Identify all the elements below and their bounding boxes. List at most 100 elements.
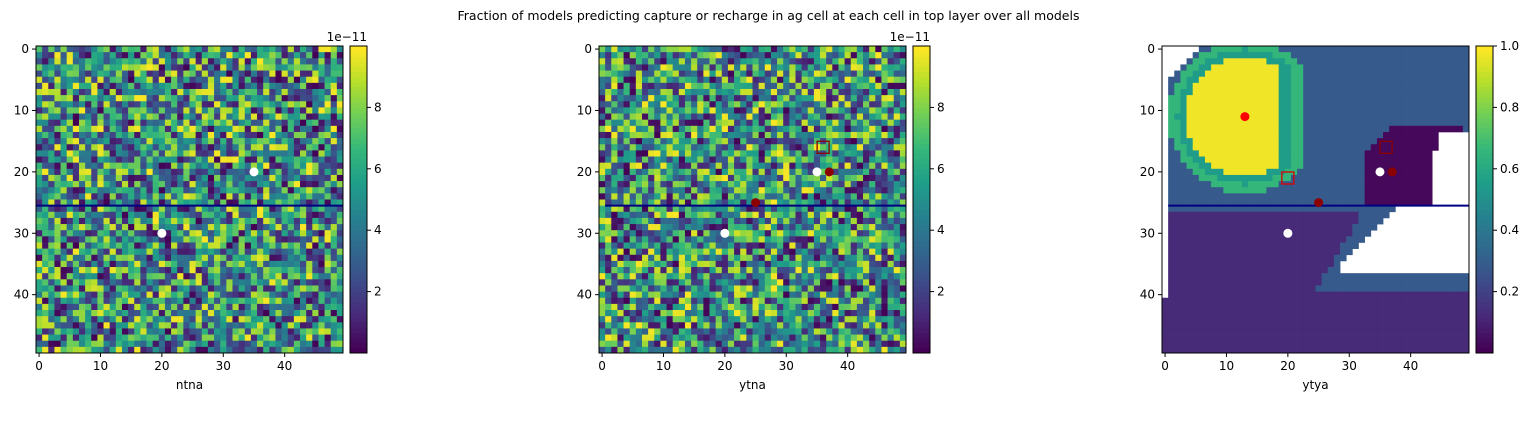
heatmap-cell bbox=[282, 89, 288, 95]
heatmap-cell bbox=[759, 52, 765, 58]
heatmap-cell bbox=[269, 304, 275, 310]
heatmap-cell bbox=[802, 261, 808, 267]
heatmap-cell bbox=[660, 169, 666, 175]
heatmap-cell bbox=[325, 181, 331, 187]
heatmap-cell bbox=[648, 114, 654, 120]
heatmap-cell bbox=[630, 150, 636, 156]
heatmap-cell bbox=[190, 150, 196, 156]
heatmap-cell bbox=[660, 132, 666, 138]
heatmap-cell bbox=[648, 267, 654, 273]
heatmap-cell bbox=[48, 304, 54, 310]
heatmap-cell bbox=[226, 126, 232, 132]
heatmap-cell bbox=[900, 322, 906, 328]
heatmap-cell bbox=[845, 249, 851, 255]
heatmap-cell bbox=[153, 144, 159, 150]
heatmap-cell bbox=[61, 310, 67, 316]
heatmap-cell bbox=[85, 322, 91, 328]
heatmap-cell bbox=[245, 126, 251, 132]
heatmap-cell bbox=[826, 126, 832, 132]
heatmap-cell bbox=[257, 64, 263, 70]
heatmap-cell bbox=[122, 224, 128, 230]
heatmap-cell bbox=[128, 64, 134, 70]
heatmap-cell bbox=[605, 304, 611, 310]
heatmap-cell bbox=[312, 310, 318, 316]
heatmap-cell bbox=[288, 89, 294, 95]
heatmap-cell bbox=[667, 58, 673, 64]
heatmap-cell bbox=[710, 292, 716, 298]
heatmap-cell bbox=[728, 267, 734, 273]
heatmap-cell bbox=[288, 181, 294, 187]
heatmap-cell bbox=[331, 255, 337, 261]
heatmap-cell bbox=[257, 273, 263, 279]
heatmap-cell bbox=[171, 120, 177, 126]
heatmap-cell bbox=[300, 304, 306, 310]
heatmap-cell bbox=[239, 95, 245, 101]
heatmap-cell bbox=[845, 322, 851, 328]
heatmap-cell bbox=[140, 83, 146, 89]
heatmap-cell bbox=[802, 126, 808, 132]
heatmap-cell bbox=[318, 193, 324, 199]
heatmap-cell bbox=[685, 261, 691, 267]
heatmap-cell bbox=[269, 230, 275, 236]
heatmap-cell bbox=[48, 316, 54, 322]
heatmap-cell bbox=[648, 95, 654, 101]
heatmap-cell bbox=[660, 328, 666, 334]
heatmap-cell bbox=[202, 255, 208, 261]
heatmap-cell bbox=[73, 242, 79, 248]
heatmap-cell bbox=[153, 114, 159, 120]
heatmap-cell bbox=[275, 273, 281, 279]
heatmap-cell bbox=[306, 175, 312, 181]
heatmap-cell bbox=[832, 322, 838, 328]
heatmap-cell bbox=[679, 279, 685, 285]
heatmap-cell bbox=[624, 77, 630, 83]
heatmap-cell bbox=[239, 335, 245, 341]
heatmap-cell bbox=[73, 101, 79, 107]
heatmap-cell bbox=[814, 126, 820, 132]
heatmap-cell bbox=[697, 77, 703, 83]
heatmap-cell bbox=[282, 335, 288, 341]
heatmap-cell bbox=[294, 89, 300, 95]
heatmap-cell bbox=[740, 132, 746, 138]
heatmap-cell bbox=[110, 101, 116, 107]
heatmap-cell bbox=[611, 335, 617, 341]
heatmap-cell bbox=[85, 249, 91, 255]
heatmap-cell bbox=[894, 150, 900, 156]
heatmap-cell bbox=[85, 64, 91, 70]
heatmap-cell bbox=[605, 144, 611, 150]
heatmap-cell bbox=[642, 328, 648, 334]
heatmap-cell bbox=[42, 52, 48, 58]
heatmap-cell bbox=[226, 242, 232, 248]
heatmap-cell bbox=[165, 95, 171, 101]
heatmap-cell bbox=[239, 193, 245, 199]
heatmap-cell bbox=[140, 107, 146, 113]
heatmap-cell bbox=[759, 298, 765, 304]
heatmap-cell bbox=[122, 89, 128, 95]
heatmap-cell bbox=[679, 261, 685, 267]
heatmap-cell bbox=[196, 224, 202, 230]
heatmap-cell bbox=[294, 95, 300, 101]
heatmap-cell bbox=[777, 77, 783, 83]
heatmap-cell bbox=[306, 71, 312, 77]
heatmap-cell bbox=[245, 157, 251, 163]
heatmap-cell bbox=[851, 95, 857, 101]
heatmap-cell bbox=[91, 304, 97, 310]
heatmap-cell bbox=[54, 107, 60, 113]
heatmap-cell bbox=[325, 347, 331, 353]
heatmap-cell bbox=[177, 144, 183, 150]
heatmap-cell bbox=[740, 138, 746, 144]
heatmap-cell bbox=[826, 212, 832, 218]
heatmap-cell bbox=[660, 261, 666, 267]
heatmap-cell bbox=[691, 71, 697, 77]
heatmap-cell bbox=[617, 310, 623, 316]
heatmap-cell bbox=[722, 77, 728, 83]
heatmap-cell bbox=[605, 107, 611, 113]
heatmap-cell bbox=[765, 267, 771, 273]
heatmap-cell bbox=[122, 193, 128, 199]
heatmap-cell bbox=[300, 347, 306, 353]
heatmap-cell bbox=[36, 58, 42, 64]
heatmap-cell bbox=[300, 285, 306, 291]
heatmap-cell bbox=[617, 107, 623, 113]
heatmap-cell bbox=[48, 58, 54, 64]
heatmap-cell bbox=[685, 218, 691, 224]
heatmap-cell bbox=[648, 120, 654, 126]
